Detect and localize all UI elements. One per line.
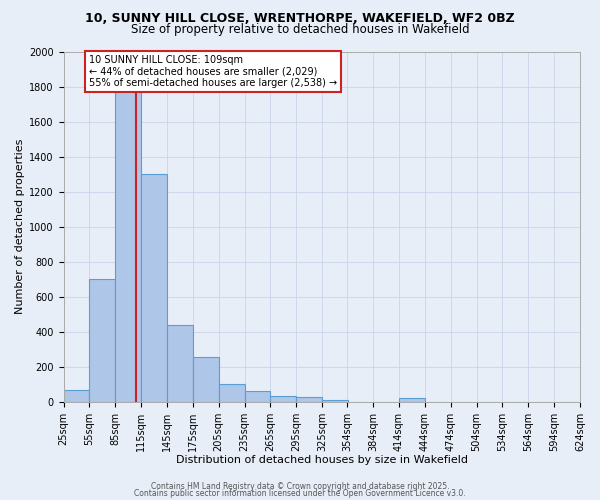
Bar (245, 391, 271, 402)
Bar (219, 384, 245, 402)
Text: Contains public sector information licensed under the Open Government Licence v3: Contains public sector information licen… (134, 489, 466, 498)
X-axis label: Distribution of detached houses by size in Wakefield: Distribution of detached houses by size … (176, 455, 468, 465)
Bar (115, 86, 141, 402)
Bar (296, 398, 322, 402)
Bar (193, 357, 219, 402)
Bar (64, 390, 89, 402)
Bar (167, 324, 193, 402)
Bar (322, 400, 348, 402)
Text: 10 SUNNY HILL CLOSE: 109sqm
← 44% of detached houses are smaller (2,029)
55% of : 10 SUNNY HILL CLOSE: 109sqm ← 44% of det… (89, 55, 338, 88)
Y-axis label: Number of detached properties: Number of detached properties (15, 139, 25, 314)
Bar (399, 398, 425, 402)
Bar (141, 174, 167, 402)
Bar (89, 279, 115, 402)
Text: Size of property relative to detached houses in Wakefield: Size of property relative to detached ho… (131, 22, 469, 36)
Text: 10, SUNNY HILL CLOSE, WRENTHORPE, WAKEFIELD, WF2 0BZ: 10, SUNNY HILL CLOSE, WRENTHORPE, WAKEFI… (85, 12, 515, 26)
Bar (271, 396, 296, 402)
Text: Contains HM Land Registry data © Crown copyright and database right 2025.: Contains HM Land Registry data © Crown c… (151, 482, 449, 491)
